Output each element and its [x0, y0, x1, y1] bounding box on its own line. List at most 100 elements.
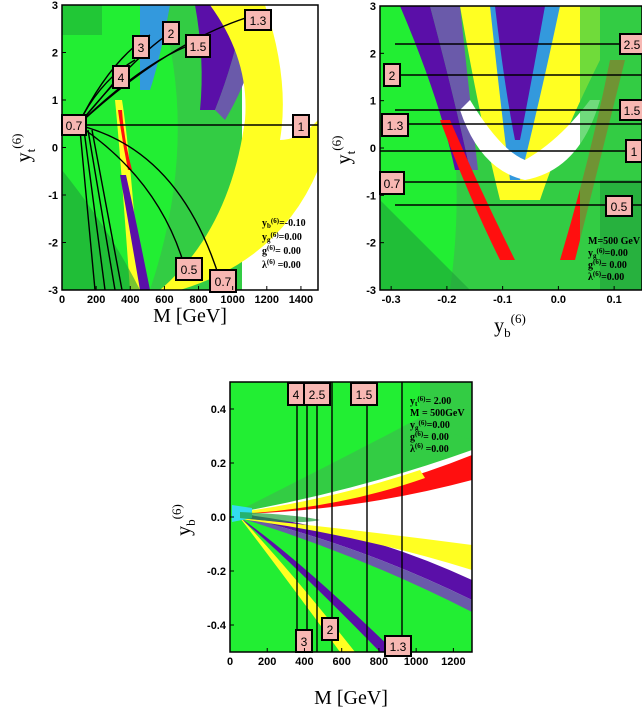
- y-tick-label: -0.4: [207, 620, 227, 632]
- x-tick-label: 400: [295, 656, 313, 668]
- contour-label: 1.5: [350, 382, 378, 406]
- region-yellow-lower: [240, 518, 472, 570]
- contour-label: 3: [132, 35, 150, 59]
- region-purple-mid: [495, 6, 545, 140]
- chart-top-left-xlabel: M [GeV]: [153, 305, 227, 327]
- svg-text:1.5: 1.5: [190, 40, 207, 54]
- contour-label: 3: [295, 629, 313, 653]
- region-red-left: [440, 120, 515, 260]
- svg-text:1: 1: [298, 120, 305, 134]
- region-dark-green: [62, 170, 140, 290]
- y-tick-label: 0.0: [211, 512, 226, 524]
- y-tick-label: 0: [52, 143, 58, 155]
- x-tick-label: 600: [155, 294, 173, 306]
- svg-text:1.3: 1.3: [390, 640, 407, 654]
- region-white: [460, 100, 600, 180]
- region-yellow-band: [160, 5, 318, 290]
- contour-label: 1: [292, 114, 310, 138]
- chart-bottom-ylabel: yb(6): [169, 504, 198, 536]
- chart-top-left-ticks: 0 200 400 600 800 1000 1200 1400 -3 -2 -1 0 1 2 3: [48, 0, 313, 306]
- y-tick-label: -1: [48, 190, 58, 202]
- y-tick-label: -0.2: [207, 566, 226, 578]
- contour-label: 0.5: [605, 195, 633, 217]
- svg-text:1.3: 1.3: [387, 119, 404, 133]
- x-tick-label: 1000: [220, 294, 244, 306]
- y-tick-label: 2: [370, 48, 376, 60]
- svg-text:2: 2: [327, 623, 334, 637]
- x-tick-label: 800: [370, 656, 388, 668]
- contour-label: 2: [162, 21, 180, 45]
- contour-label: 1.5: [185, 34, 211, 58]
- svg-text:3: 3: [301, 635, 308, 649]
- contour-label: 1: [625, 139, 642, 163]
- contour-line: [77, 124, 186, 269]
- svg-text:0.5: 0.5: [181, 263, 198, 277]
- svg-text:yt(6): yt(6): [9, 134, 38, 163]
- svg-text:1.5: 1.5: [356, 388, 373, 402]
- contour-line: [77, 14, 256, 126]
- chart-top-right-contours: [380, 43, 642, 206]
- svg-text:0.7: 0.7: [384, 177, 401, 191]
- chart-top-right-xlabel: yb(6): [494, 311, 526, 340]
- contour-line: [79, 129, 123, 290]
- svg-text:2.5: 2.5: [624, 38, 641, 52]
- x-tick-label: 0.0: [551, 294, 566, 306]
- svg-text:1: 1: [631, 145, 638, 159]
- svg-text:0.7: 0.7: [66, 119, 83, 133]
- region-white: [265, 5, 318, 140]
- region-purple-small: [120, 175, 150, 290]
- chart-bottom-contour-labels: 4 2.5 1.5 3 2 1.3: [287, 382, 412, 657]
- contour-label: 0.7: [61, 114, 87, 136]
- y-tick-label: -3: [366, 285, 376, 297]
- info-line: M=500 GeV: [588, 236, 641, 247]
- svg-text:3: 3: [138, 41, 145, 55]
- x-tick-label: 1200: [441, 656, 465, 668]
- contour-label: 1.3: [244, 9, 272, 31]
- x-tick-label: 600: [333, 656, 351, 668]
- region-green-upper: [240, 390, 472, 512]
- chart-top-left-contour-labels: 0.7 4 3 2 1.5 1.3 1 0.7 0.5: [61, 9, 310, 293]
- svg-text:yb(6): yb(6): [494, 311, 526, 340]
- svg-text:0.5: 0.5: [611, 200, 628, 214]
- x-tick-label: 400: [121, 294, 139, 306]
- chart-bottom-ticks: 0 200 400 600 800 1000 1200 -0.4 -0.2 0.0 0.2 0.4: [207, 404, 466, 668]
- contour-label: 4: [112, 65, 130, 89]
- chart-top-right: 2.5 2 1.5 1.3 1 0.7 0.5 M=500 GeV yg(6)=…: [329, 1, 642, 340]
- contour-label: 4: [287, 382, 305, 406]
- svg-text:4: 4: [118, 71, 125, 85]
- svg-text:4: 4: [293, 388, 300, 402]
- svg-text:yb(6): yb(6): [169, 504, 198, 536]
- chart-top-left-ylabel: yt(6): [9, 134, 38, 163]
- contour-label: 1.3: [384, 635, 412, 657]
- contour-label: 0.5: [175, 257, 203, 281]
- contour-line: [77, 124, 221, 281]
- svg-text:2.5: 2.5: [309, 388, 326, 402]
- y-tick-label: 1: [370, 96, 376, 108]
- x-tick-label: 800: [189, 294, 207, 306]
- y-tick-label: 2: [52, 48, 58, 60]
- x-tick-label: -0.2: [437, 294, 456, 306]
- chart-bottom: 4 2.5 1.5 3 2 1.3 yt(6)= 2.00 M = 500GeV…: [169, 381, 473, 709]
- x-tick-label: 1200: [255, 294, 279, 306]
- x-tick-label: 0.1: [606, 294, 621, 306]
- contour-label: 1.5: [619, 99, 642, 121]
- y-tick-label: 0: [370, 143, 376, 155]
- y-tick-label: -2: [48, 238, 58, 250]
- svg-text:0.7: 0.7: [215, 275, 232, 289]
- y-tick-label: -3: [48, 285, 58, 297]
- x-tick-label: 1000: [404, 656, 428, 668]
- chart-top-right-contour-labels: 2.5 2 1.5 1.3 1 0.7 0.5: [379, 33, 642, 217]
- y-tick-label: -2: [366, 238, 376, 250]
- x-tick-label: 200: [87, 294, 105, 306]
- x-tick-label: 0: [59, 294, 65, 306]
- y-tick-label: -1: [366, 190, 376, 202]
- svg-text:1.5: 1.5: [624, 104, 641, 118]
- y-tick-label: 0.2: [211, 458, 226, 470]
- contour-label: 0.7: [379, 171, 405, 195]
- chart-top-left: 0.7 4 3 2 1.5 1.3 1 0.7 0.5 yb(6)=-0.10 …: [9, 0, 319, 327]
- x-tick-label: -0.3: [382, 294, 401, 306]
- svg-text:2: 2: [168, 27, 175, 41]
- contour-label: 1.3: [381, 113, 409, 137]
- contour-label: 2.5: [619, 33, 642, 55]
